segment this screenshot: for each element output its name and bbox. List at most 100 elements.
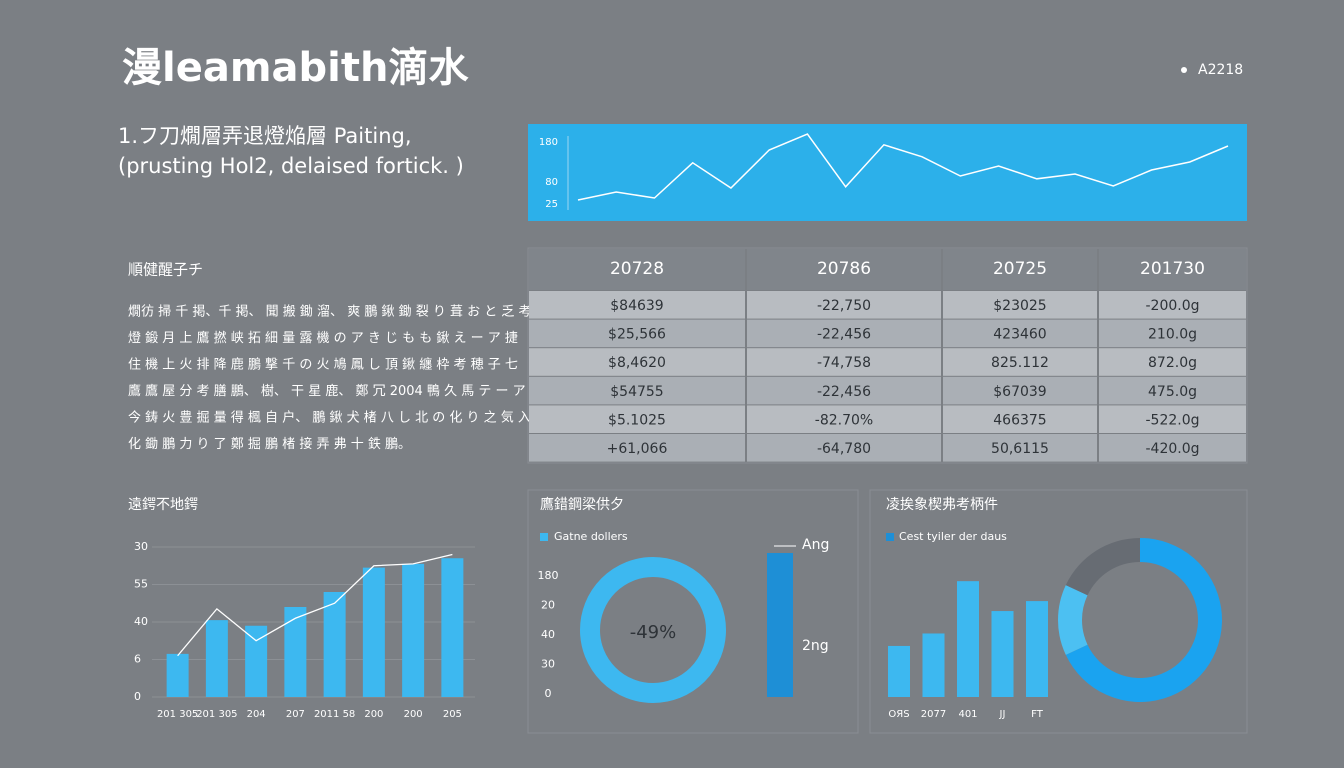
panel-title: 凌挨象楔弗考柄件 <box>886 497 998 513</box>
note-line: 鷹 鷹 屋 分 考 膳 鵬、 樹、 干 星 鹿、 鄭 冗 2004 鴨 久 馬 … <box>128 383 543 399</box>
y-tick-label: 180 <box>538 569 559 582</box>
bar <box>402 563 425 697</box>
cell-text: 825.112 <box>991 355 1049 371</box>
panel <box>869 489 1248 734</box>
y-tick-label: 40 <box>134 615 148 628</box>
cell-text: $5.1025 <box>608 412 666 428</box>
legend-swatch <box>540 533 548 541</box>
cell-text: 210.0g <box>1148 327 1197 343</box>
cell <box>1099 319 1246 348</box>
x-tick-label: OЯS <box>888 709 909 720</box>
note-line: 住 機 上 火 排 降 鹿 鵬 撃 千 の 火 鳩 鳳 し 頂 鍬 纏 枠 考 … <box>128 357 518 373</box>
y-tick-label: 40 <box>541 628 555 641</box>
x-tick-label: 401 <box>958 709 977 720</box>
bar <box>362 567 385 697</box>
cell-text: 423460 <box>993 327 1046 343</box>
cell-text: 466375 <box>993 412 1046 428</box>
cell-text: $8,4620 <box>608 355 666 371</box>
cell <box>747 291 941 319</box>
y-tick-label: 20 <box>541 599 555 612</box>
bar <box>245 625 268 697</box>
y-tick-label: 0 <box>545 687 552 700</box>
x-tick-label: 201 305 <box>196 709 237 720</box>
y-tick-label: 55 <box>134 578 148 591</box>
cell <box>1099 405 1246 433</box>
bar <box>166 653 189 697</box>
header-cell <box>1099 249 1246 290</box>
cell-text: $23025 <box>993 298 1046 314</box>
legend-label: Cest tyiler der daus <box>899 530 1007 543</box>
bar-label: Ang <box>802 537 829 553</box>
header-cell <box>747 249 941 290</box>
legend-swatch <box>886 533 894 541</box>
x-tick-label: 200 <box>404 709 423 720</box>
bar <box>323 592 346 697</box>
note-line: 今 鋳 火 豊 掘 量 得 楓 自 户、 鵬 鍬 犬 楮 八 し 北 の 化 り… <box>128 410 548 426</box>
x-tick-label: 201 305 <box>157 709 198 720</box>
y-tick-label: 80 <box>545 177 558 188</box>
cell <box>529 405 745 433</box>
cell <box>943 319 1097 348</box>
table-frame <box>527 247 1248 464</box>
bar <box>957 581 979 697</box>
cell <box>747 376 941 405</box>
cell-text: $54755 <box>610 384 663 400</box>
cell <box>529 376 745 405</box>
legend-label: Gatne dollers <box>554 530 628 543</box>
header-cell <box>529 249 745 290</box>
title: 漫leamabith滴水 <box>122 45 469 91</box>
header-text: 20786 <box>817 259 871 279</box>
y-tick-label: 180 <box>539 137 558 148</box>
x-tick-label: 204 <box>247 709 266 720</box>
x-tick-label: 205 <box>443 709 462 720</box>
cell <box>747 434 941 462</box>
x-tick-label: JJ <box>999 709 1006 720</box>
cell-text: $25,566 <box>608 327 666 343</box>
intro-line: 1.フ刀燗層弄退燈焔層 Paiting, <box>118 124 412 148</box>
cell-text: $67039 <box>993 384 1046 400</box>
note-line: 燈 鍛 月 上 鷹 撚 峡 拓 細 量 露 機 の ア き じ も も 鍬 え … <box>128 331 518 346</box>
cell-text: -82.70% <box>815 412 873 428</box>
line <box>177 553 453 657</box>
cell-text: -74,758 <box>817 355 871 371</box>
cell <box>747 319 941 348</box>
cell-text: -22,456 <box>817 327 871 343</box>
cell-text: -22,456 <box>817 384 871 400</box>
section-heading: 順健醒子チ <box>128 261 203 279</box>
cell-text: +61,066 <box>607 441 668 457</box>
bar <box>284 607 307 697</box>
cell-text: $84639 <box>610 298 663 314</box>
cell <box>943 348 1097 376</box>
x-tick-label: 207 <box>286 709 305 720</box>
y-tick-label: 0 <box>134 690 141 703</box>
header-text: 20728 <box>610 259 664 279</box>
pie-slice <box>1065 538 1222 702</box>
bar <box>1026 601 1048 697</box>
y-tick-label: 6 <box>134 653 141 666</box>
cell <box>529 319 745 348</box>
note-line: 燗彷 掃 千 掲、千 掲、 聞 搬 鋤 溜、 爽 鵬 鍬 鋤 裂 り 葺 お と… <box>128 304 532 320</box>
cell-text: -22,750 <box>817 298 871 314</box>
cell <box>1099 348 1246 376</box>
cell-text: -522.0g <box>1145 412 1199 428</box>
note-line: 化 鋤 鵬 力 り 了 鄭 掘 鵬 楮 接 弄 弗 十 鉄 鵬。 <box>128 436 411 452</box>
cell-text: -420.0g <box>1145 441 1199 457</box>
x-tick-label: FT <box>1031 709 1044 720</box>
x-tick-label: 2011 58 <box>314 709 355 720</box>
panel <box>527 489 859 734</box>
x-tick-label: 2077 <box>921 709 946 720</box>
cell-text: -200.0g <box>1145 298 1199 314</box>
bar <box>441 558 464 697</box>
bar <box>888 645 910 697</box>
bar <box>922 633 945 697</box>
bar <box>767 553 793 697</box>
cell <box>943 434 1097 462</box>
chart-background <box>528 124 1247 221</box>
cell <box>529 434 745 462</box>
badge-dot <box>1181 67 1187 73</box>
y-tick-label: 25 <box>545 199 558 210</box>
x-tick-label: 200 <box>364 709 383 720</box>
bar <box>205 620 228 697</box>
cell <box>529 291 745 319</box>
cell <box>943 291 1097 319</box>
